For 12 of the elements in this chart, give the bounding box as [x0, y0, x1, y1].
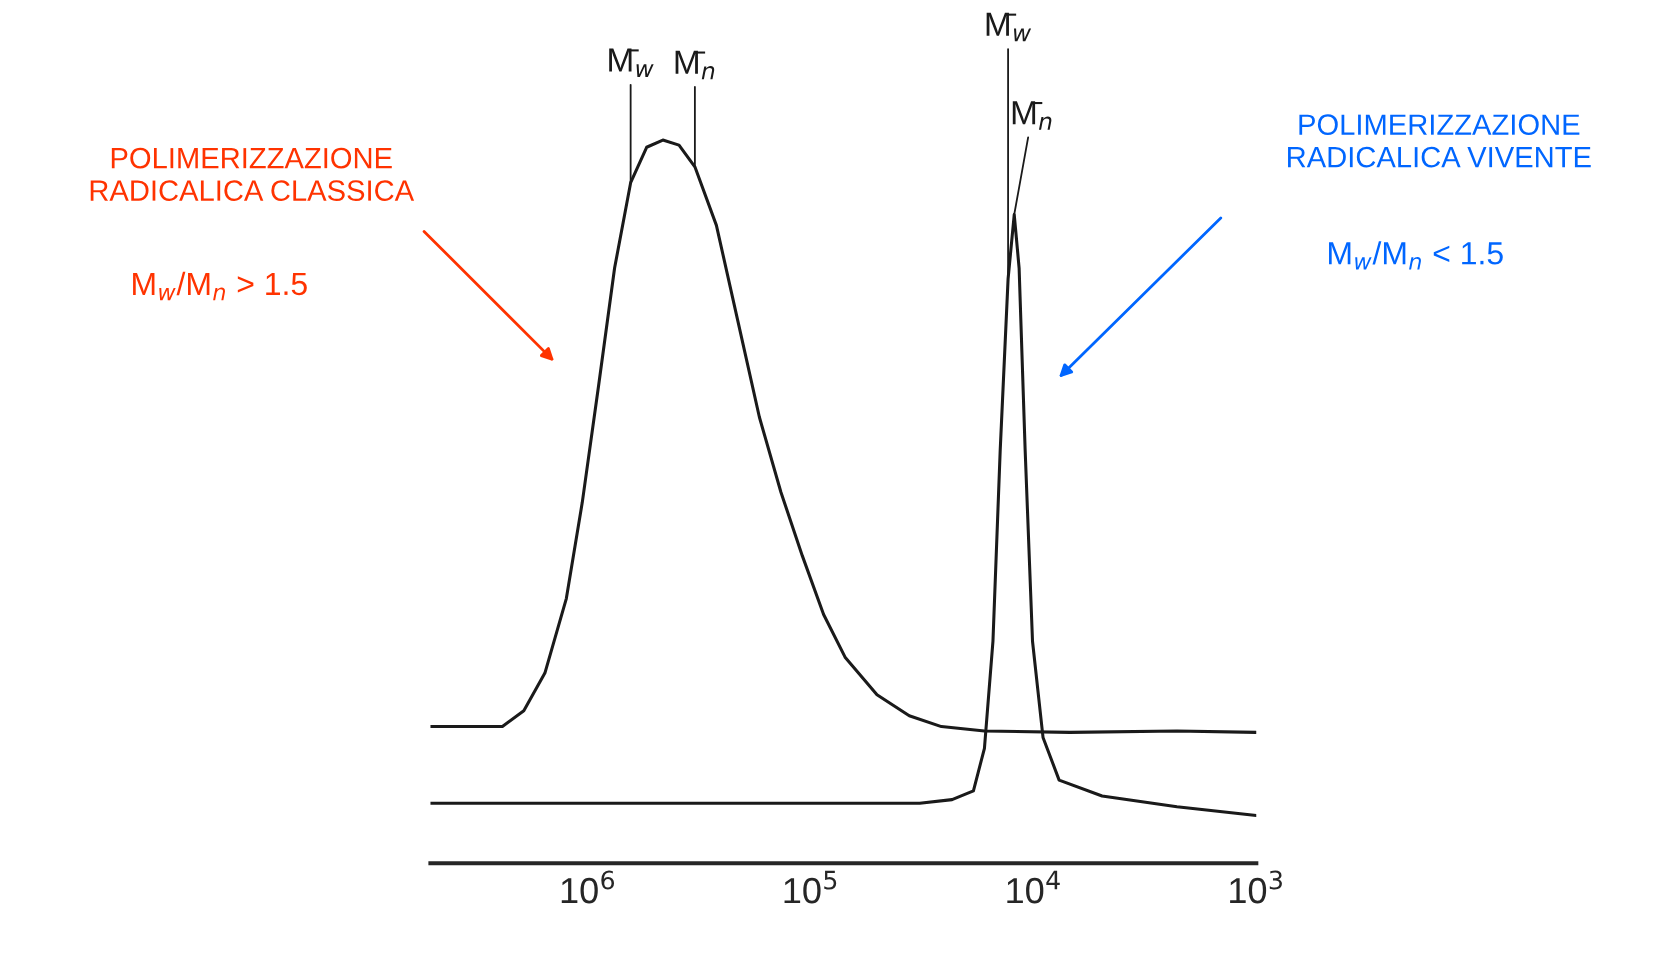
text: POLIMERIZZAZIONE RADICALICA VIVENTE	[1288, 114, 1591, 168]
text: POLIMERIZZAZIONE RADICALICA CLASSICA	[90, 147, 415, 201]
annotation: M̄$_{n}$	[1012, 101, 1052, 130]
annotation: M̄$_{w}$	[609, 48, 654, 78]
x-tick-label: 10$^{4}$	[1007, 870, 1060, 904]
annotation: M̄$_{n}$	[675, 50, 715, 80]
text: M$_{w}$/M$_{n}$ < 1.5	[1329, 241, 1503, 270]
text: M$_{w}$/M$_{n}$ > 1.5	[133, 271, 307, 301]
x-tick-label: 10$^{3}$	[1230, 870, 1282, 904]
x-tick-label: 10$^{6}$	[561, 870, 615, 904]
annotation: M̄$_{w}$	[986, 12, 1032, 42]
x-tick-label: 10$^{5}$	[784, 870, 837, 904]
